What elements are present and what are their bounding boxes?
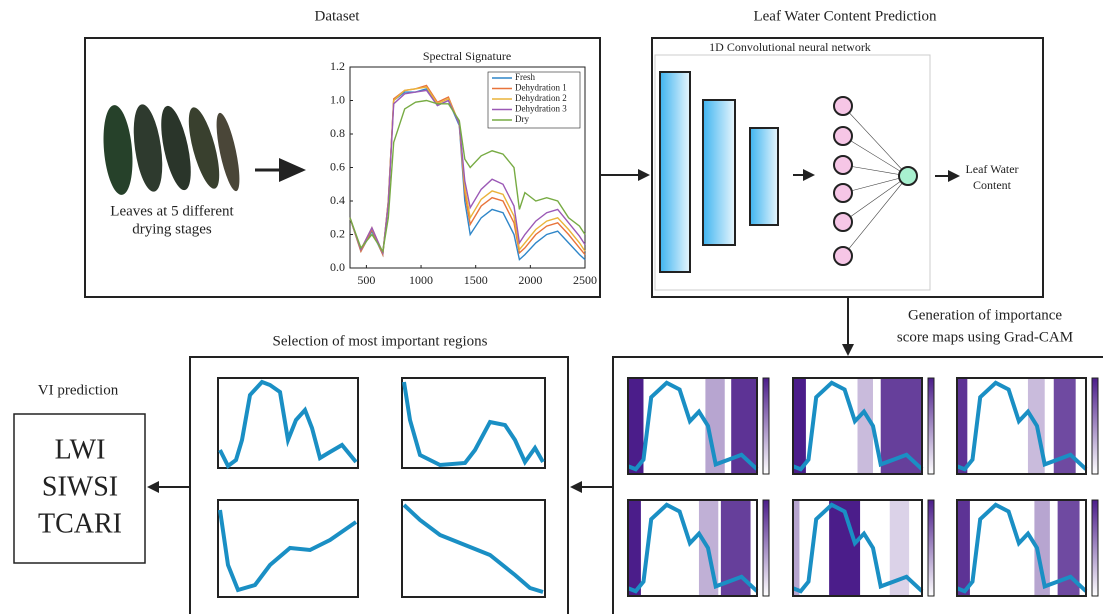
gradcam-title: score maps using Grad-CAM xyxy=(897,329,1073,345)
cam-frame xyxy=(956,377,1087,475)
cam-band xyxy=(957,378,968,474)
series-line xyxy=(349,89,586,256)
cam-band xyxy=(793,378,806,474)
vi-index: TCARI xyxy=(38,508,122,539)
connection xyxy=(842,105,909,177)
neuron xyxy=(833,96,853,116)
y-tick-label: 0.2 xyxy=(330,226,345,240)
cam-band xyxy=(1053,378,1076,474)
dataset-box xyxy=(84,37,601,298)
connection xyxy=(842,164,909,177)
cam-band xyxy=(857,378,873,474)
connection xyxy=(842,175,909,223)
cam-curve xyxy=(956,502,1088,594)
output-label: Content xyxy=(973,178,1012,192)
dataset-title: Dataset xyxy=(315,8,361,24)
cam-band xyxy=(880,378,922,474)
selected-regions xyxy=(217,377,546,598)
cam-band xyxy=(793,500,800,596)
x-tick-label: 1000 xyxy=(409,273,433,287)
cam-band xyxy=(628,378,644,474)
network-box xyxy=(654,54,931,291)
y-tick-label: 1.0 xyxy=(330,92,345,106)
x-tick-label: 2500 xyxy=(573,273,597,287)
leaves xyxy=(103,104,240,195)
y-tick-label: 0.4 xyxy=(330,193,345,207)
cam-frame xyxy=(627,499,758,597)
gradcam-maps xyxy=(627,377,1099,597)
x-tick-label: 1500 xyxy=(464,273,488,287)
y-tick-label: 0.6 xyxy=(330,159,345,173)
gradcam-title: Generation of importance xyxy=(908,307,1062,323)
cam-frame xyxy=(627,377,758,475)
y-tick-label: 0.8 xyxy=(330,126,345,140)
cam-colorbar xyxy=(762,499,770,597)
selection-title: Selection of most important regions xyxy=(273,333,488,349)
cam-curve xyxy=(792,502,924,594)
dense-layer xyxy=(833,96,918,266)
cam-frame xyxy=(792,499,923,597)
connection xyxy=(842,135,909,177)
vi-box xyxy=(13,413,146,564)
cam-band xyxy=(1034,500,1050,596)
legend-label: Dehydration 2 xyxy=(515,93,567,103)
connection xyxy=(842,175,909,194)
spectral-chart: 0.0 0.2 0.4 0.6 0.8 1.0 1.2 500 1000 1500 2000 2500… xyxy=(330,59,597,287)
selection-box xyxy=(189,356,569,614)
cam-frame xyxy=(792,377,923,475)
y-tick-label: 1.2 xyxy=(330,59,345,73)
cam-curve xyxy=(956,380,1088,472)
cam-frame xyxy=(956,499,1087,597)
legend-box xyxy=(487,71,581,129)
y-tick-label: 0.0 xyxy=(330,260,345,274)
vi-index: LWI xyxy=(55,434,106,465)
cam-band xyxy=(628,500,641,596)
cam-band xyxy=(957,500,970,596)
legend-label: Dry xyxy=(515,114,529,124)
x-tick-label: 500 xyxy=(357,273,375,287)
cam-colorbar xyxy=(762,377,770,475)
legend-label: Fresh xyxy=(515,72,535,82)
output-neuron xyxy=(898,166,918,186)
cam-curve xyxy=(627,380,759,472)
cnn-layers xyxy=(659,71,779,273)
cam-curve xyxy=(627,502,759,594)
cam-band xyxy=(1057,500,1080,596)
series-line xyxy=(349,99,586,254)
cam-colorbar xyxy=(1091,499,1099,597)
legend-label: Dehydration 1 xyxy=(515,83,567,93)
cam-band xyxy=(705,378,725,474)
neuron xyxy=(833,212,853,232)
leaves-caption: drying stages xyxy=(132,221,212,237)
prediction-title: Leaf Water Content Prediction xyxy=(753,8,937,24)
chart-title: Spectral Signature xyxy=(423,49,511,63)
legend-label: Dehydration 3 xyxy=(515,104,567,114)
cam-curve xyxy=(792,380,924,472)
cam-colorbar xyxy=(927,499,935,597)
leaves-caption: Leaves at 5 different xyxy=(110,203,234,219)
cam-colorbar xyxy=(927,377,935,475)
cam-colorbar xyxy=(1091,377,1099,475)
x-tick-label: 2000 xyxy=(518,273,542,287)
cam-band xyxy=(889,500,910,596)
output-label: Leaf Water xyxy=(965,162,1018,176)
vi-index: SIWSI xyxy=(42,471,118,502)
neuron xyxy=(833,126,853,146)
neuron xyxy=(833,246,853,266)
neuron xyxy=(833,183,853,203)
vi-title: VI prediction xyxy=(38,382,119,398)
network-label: 1D Convolutional neural network xyxy=(709,40,871,54)
connection xyxy=(842,175,909,257)
neuron xyxy=(833,155,853,175)
